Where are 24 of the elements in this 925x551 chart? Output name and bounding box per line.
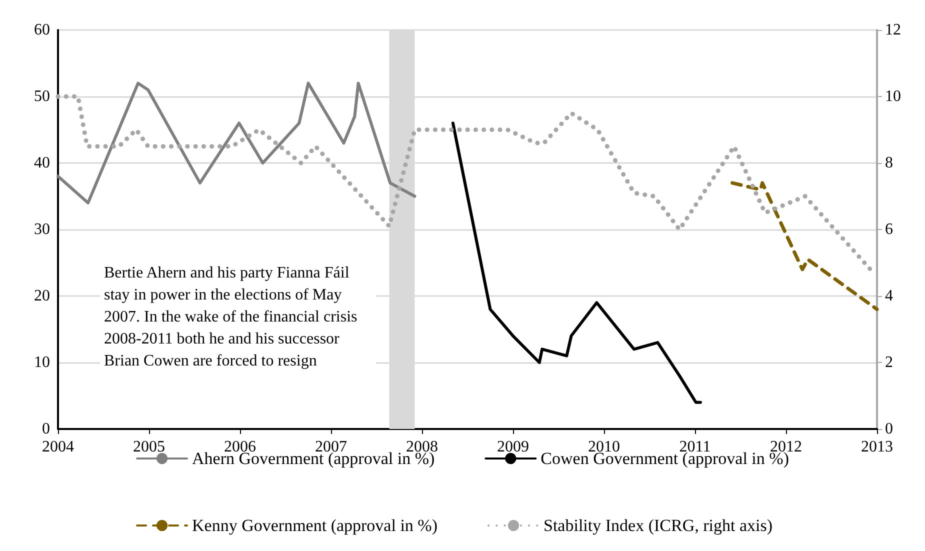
- x-tick-label: 2013: [861, 438, 893, 456]
- y2-tick-label: 0: [885, 420, 893, 438]
- y2-tick-label: 4: [885, 288, 893, 304]
- y2-tick-label: 10: [885, 88, 901, 105]
- y2-tick-label: 8: [885, 154, 893, 172]
- y2-tick-label: 2: [885, 354, 893, 371]
- y-tick-label: 0: [42, 420, 50, 438]
- y2-tick-label: 6: [885, 221, 893, 238]
- x-tick-label: 2004: [42, 438, 74, 456]
- y-tick-label: 40: [34, 154, 50, 172]
- y-tick-label: 30: [34, 221, 50, 238]
- annotation: Bertie Ahern and his party Fianna Fáil stay in power in the elections of May 2007. In the wake of the financial crisis 2008-2011 both he and his successor Brian Cowen are forced to resign: [104, 264, 362, 370]
- y-tick-label: 50: [34, 88, 50, 105]
- x-tick-label: 2009: [497, 438, 529, 456]
- line-series: [56, 82, 416, 204]
- y-tick-label: 20: [34, 288, 50, 304]
- y2-tick-label: 12: [885, 22, 901, 38]
- line-series: [730, 181, 879, 312]
- x-tick-label: 2005: [133, 438, 165, 456]
- legend-label: Stability Index (ICRG, right axis): [544, 516, 773, 535]
- line-series: [451, 122, 702, 404]
- legend-label: Kenny Government (approval in %): [192, 516, 438, 535]
- y-tick-label: 60: [34, 22, 50, 38]
- y-tick-label: 10: [34, 354, 50, 371]
